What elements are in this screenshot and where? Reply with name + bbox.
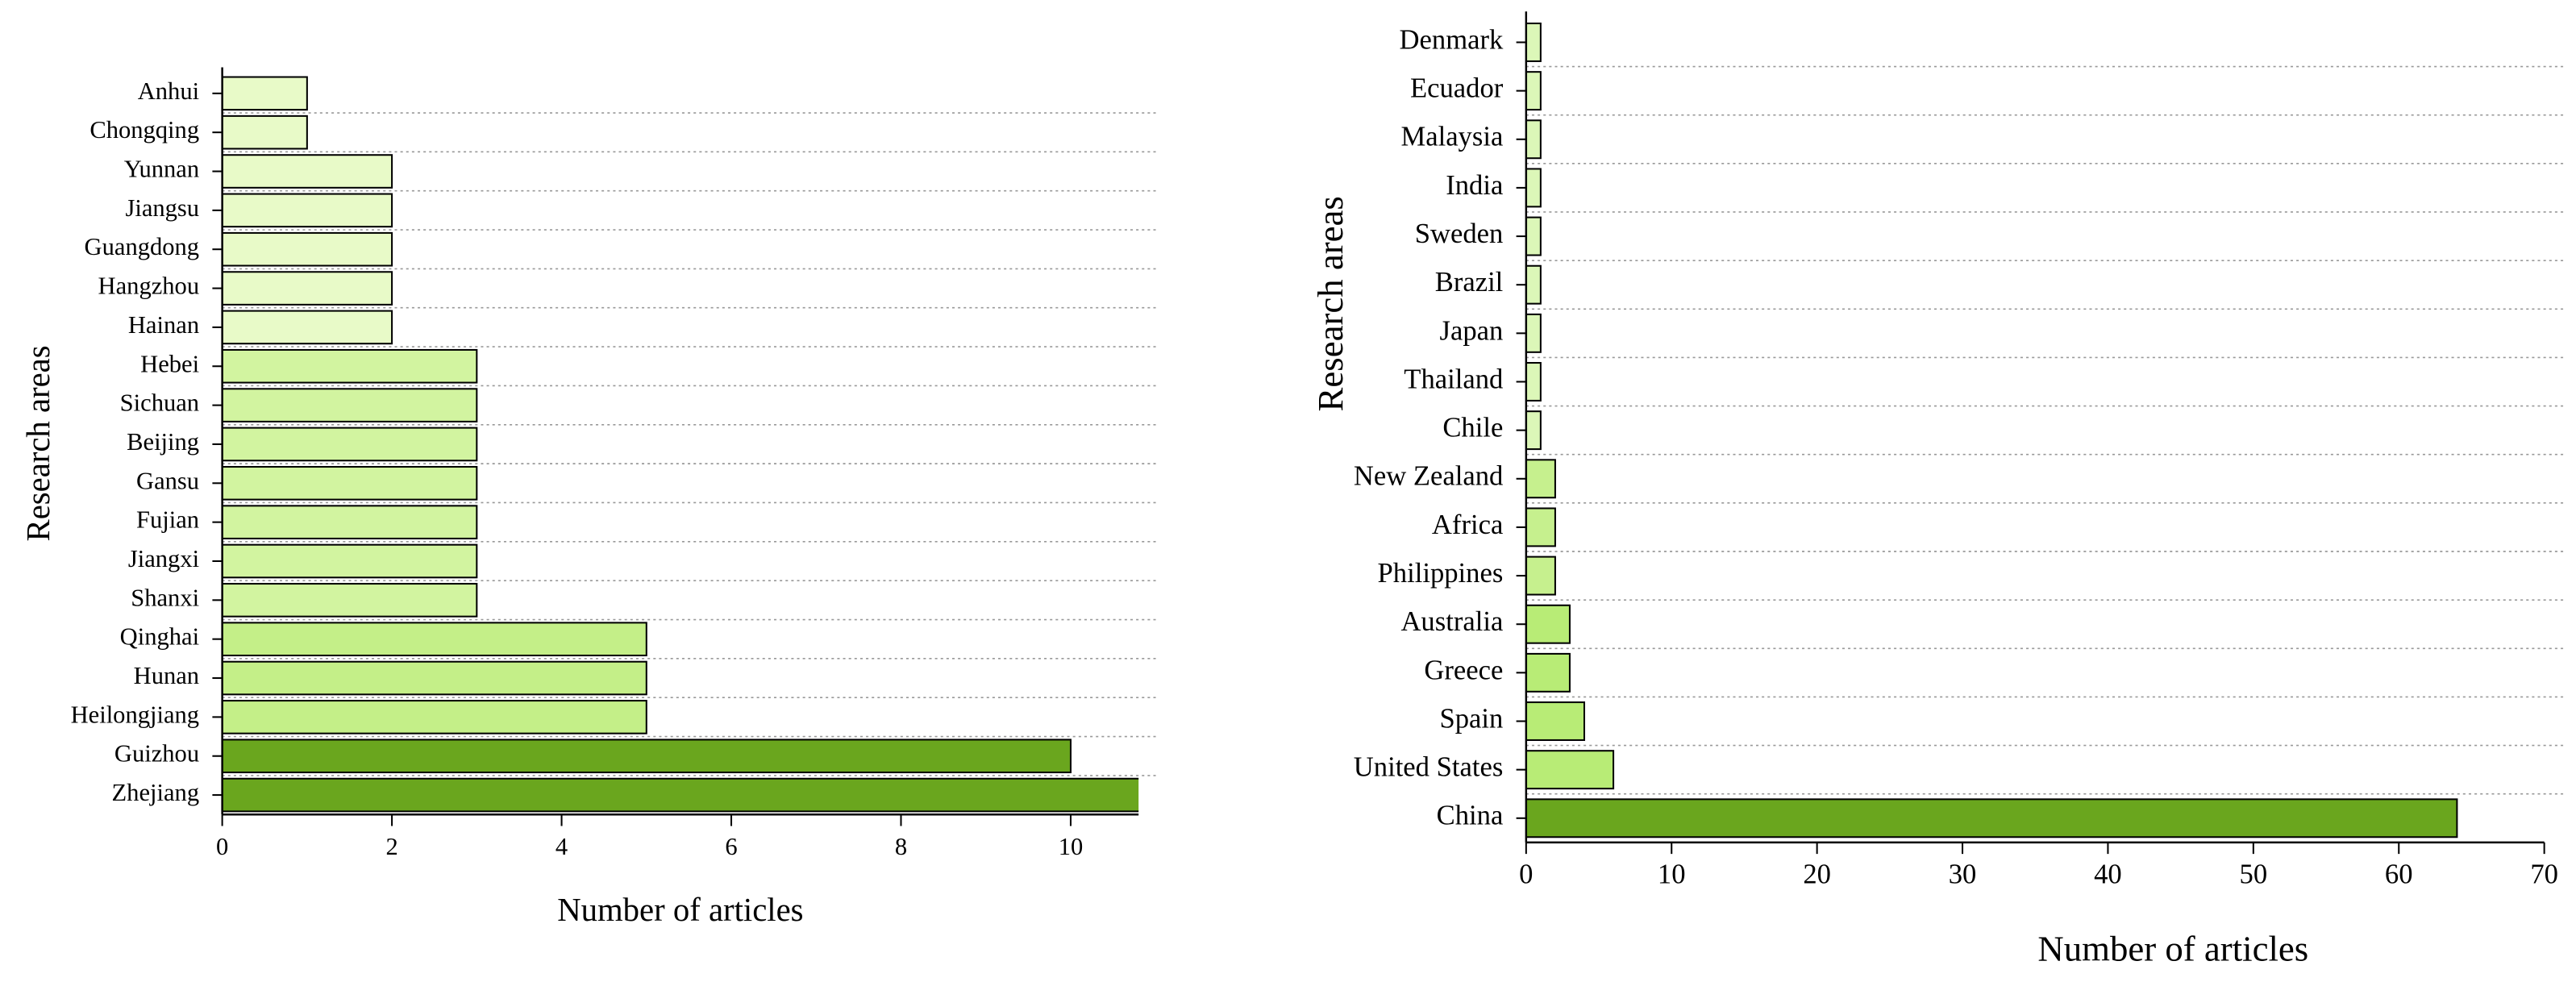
y-tick-label: Hunan [134,662,199,689]
y-tick-label: Jiangxi [128,545,199,572]
plot-area [222,76,1139,813]
bar [1525,264,1542,305]
bar [1525,362,1542,402]
y-tick-label: Shanxi [131,584,199,611]
bar [222,583,478,618]
bar [222,114,308,150]
y-tick-label: New Zealand [1354,461,1503,492]
y-tick-label: Chongqing [89,116,199,144]
bar [1525,798,2458,838]
x-tick-label: 4 [556,833,568,860]
y-tick-label: Thailand [1404,364,1503,394]
y-tick-label: Hebei [140,350,199,377]
y-tick-label: China [1437,801,1504,831]
bar [222,231,393,267]
bar [1525,652,1571,693]
x-tick-label: 0 [1519,859,1533,890]
bar [222,388,478,422]
bar [222,76,308,111]
x-tick-label: 50 [2240,859,2268,890]
x-tick-label: 8 [895,833,907,860]
bar [1525,507,1556,547]
bar [222,739,1072,774]
bar [222,154,393,189]
y-tick-label: Guizhou [114,740,199,768]
bar [222,543,478,579]
x-tick-label: 6 [725,833,737,860]
x-tick-label: 40 [2094,859,2122,890]
y-tick-label: Denmark [1400,24,1504,55]
bar [222,505,478,539]
y-tick-label: Sichuan [120,389,199,417]
bar [222,310,393,345]
y-tick-label: Hainan [128,311,199,339]
y-tick-label: Anhui [138,77,199,105]
bar [222,622,647,657]
bar [1525,119,1542,160]
bar [1525,168,1542,208]
y-tick-label: Beijing [127,428,199,456]
y-tick-label: Jiangsu [125,194,199,222]
bar [1525,555,1556,596]
bar [222,193,393,228]
x-tick-label: 10 [1059,833,1084,860]
bar [1525,313,1542,353]
y-tick-label: Brazil [1435,267,1504,298]
x-tick-label: 30 [1949,859,1977,890]
x-axis-title: Number of articles [557,892,803,928]
y-tick-label: Australia [1400,606,1503,637]
y-tick-label: Greece [1424,655,1503,685]
bar [222,700,647,734]
x-tick-label: 0 [216,833,228,860]
y-axis-title: Research areas [20,345,56,541]
y-tick-label: Africa [1432,510,1503,540]
bar [222,348,478,384]
y-tick-label: Japan [1440,315,1504,346]
bar [1525,459,1556,499]
y-tick-label: Philippines [1378,558,1504,589]
bar [1525,604,1571,644]
x-tick-label: 2 [385,833,397,860]
bar [1525,23,1542,62]
x-tick-label: 60 [2385,859,2413,890]
y-tick-label: India [1446,170,1503,201]
bar [1525,216,1542,256]
y-tick-label: Malaysia [1400,122,1503,152]
bar [222,427,478,462]
x-axis-title: Number of articles [2037,929,2308,969]
y-tick-label: United States [1354,752,1504,783]
y-tick-label: Guangdong [85,233,200,260]
x-tick-label: 10 [1658,859,1686,890]
x-tick-label: 20 [1803,859,1831,890]
y-tick-label: Chile [1442,413,1503,443]
bar [1525,701,1586,741]
y-tick-label: Gansu [136,467,199,494]
y-tick-label: Heilongjiang [71,701,199,728]
x-tick-label: 70 [2530,859,2558,890]
bar [1525,71,1542,111]
bar [1525,750,1615,790]
bar [1525,410,1542,451]
bar [222,465,478,501]
plot-area [1525,23,2458,838]
y-tick-label: Sweden [1415,218,1504,249]
y-tick-label: Zhejiang [112,779,200,806]
y-tick-label: Ecuador [1410,73,1504,104]
bar [222,660,647,696]
y-tick-label: Fujian [136,506,199,534]
bar [222,271,393,306]
y-tick-label: Hangzhou [98,273,200,300]
y-tick-label: Yunnan [124,156,199,183]
bar [222,777,1139,813]
y-tick-label: Qinghai [120,623,199,651]
y-tick-label: Spain [1439,703,1503,734]
y-axis-title: Research areas [1310,196,1350,411]
